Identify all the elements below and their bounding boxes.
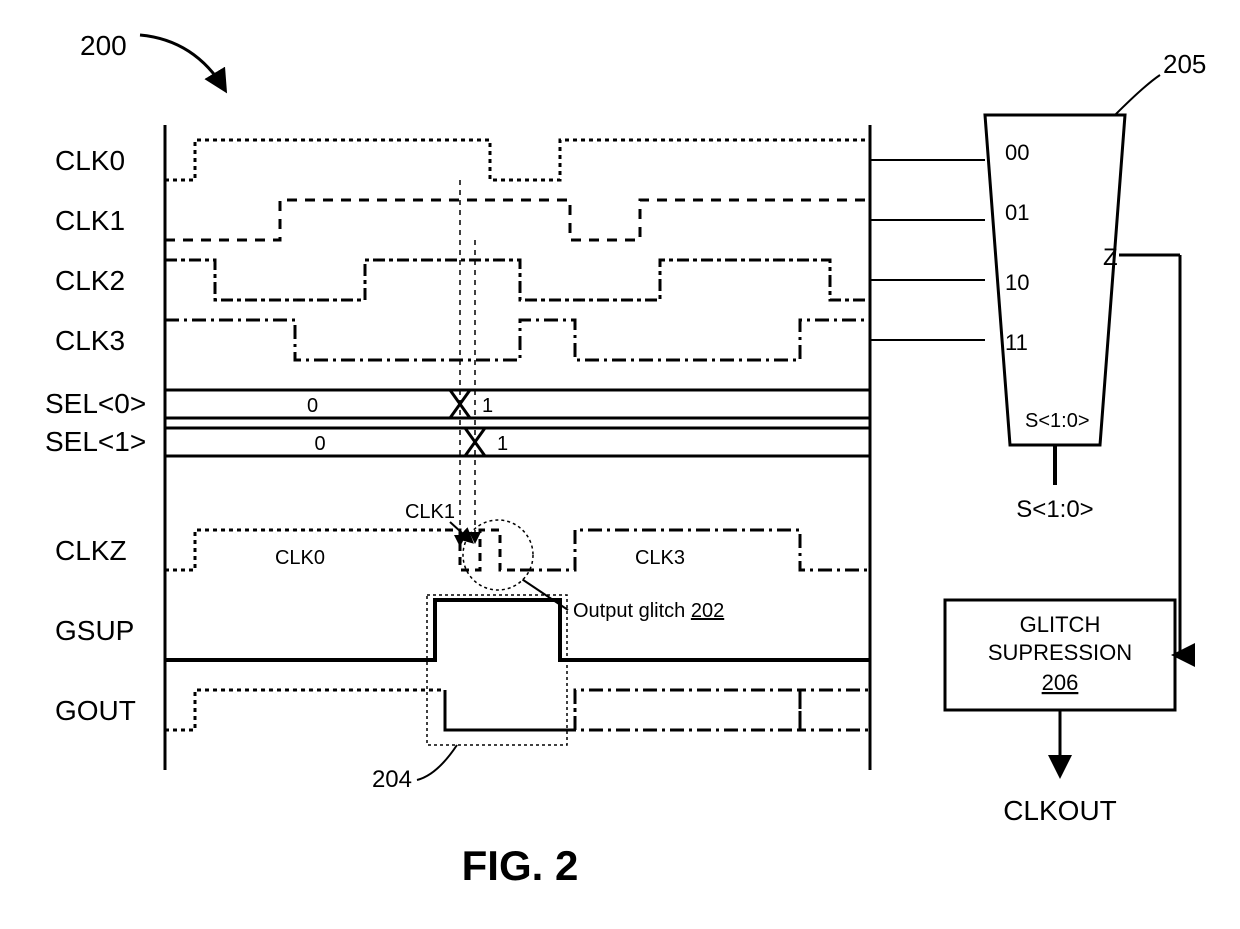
svg-text:205: 205 [1163,49,1206,79]
sel0-label: SEL<0> [45,388,146,419]
timing-diagram: 200CLK0CLK1CLK2CLK3SEL<0>01SEL<1>01CLKZC… [0,0,1240,929]
figure-ref: 200 [80,30,225,90]
svg-text:01: 01 [1005,200,1029,225]
glitch-suppression-block: GLITCH SUPRESSION 206 CLKOUT [945,600,1175,826]
sel1-label: SEL<1> [45,426,146,457]
figure-caption: FIG. 2 [462,842,579,889]
svg-text:GLITCH: GLITCH [1020,612,1101,637]
svg-text:CLKOUT: CLKOUT [1003,795,1117,826]
glitch-callout: Output glitch 202 [463,520,724,622]
clk2-waveform [165,260,870,300]
clk0-label: CLK0 [55,145,125,176]
clk0-waveform [165,140,870,180]
clk1-row: CLK1 [55,200,985,240]
svg-text:11: 11 [1005,330,1028,355]
clk3-waveform [165,320,870,360]
mux-205: 00 01 10 11 Z S<1:0> S<1:0> 205 [985,49,1206,523]
clk0-row: CLK0 [55,140,985,180]
sel1-row: SEL<1> 0 1 [45,426,870,457]
svg-text:S<1:0>: S<1:0> [1016,496,1093,523]
clk1-waveform [165,200,870,240]
gout-row: GOUT [55,690,870,730]
svg-text:00: 00 [1005,140,1029,165]
svg-text:10: 10 [1005,270,1029,295]
svg-text:Z: Z [1103,244,1118,271]
clk1-label: CLK1 [55,205,125,236]
svg-text:GOUT: GOUT [55,695,136,726]
gsup-row: GSUP [55,600,870,660]
clk3-label: CLK3 [55,325,125,356]
svg-text:204: 204 [372,766,412,793]
svg-text:200: 200 [80,30,127,61]
svg-text:CLK1: CLK1 [405,501,455,523]
clkz-row: CLKZ CLK0 CLK1 CLK3 [55,501,870,570]
svg-text:GSUP: GSUP [55,615,134,646]
svg-text:CLKZ: CLKZ [55,535,127,566]
svg-text:0: 0 [314,433,325,455]
svg-text:206: 206 [1042,670,1079,695]
clk2-label: CLK2 [55,265,125,296]
svg-text:CLK0: CLK0 [275,547,325,569]
sel0-row: SEL<0> 0 1 [45,388,870,419]
clk2-row: CLK2 [55,260,985,300]
svg-text:CLK3: CLK3 [635,547,685,569]
clk3-row: CLK3 [55,320,985,360]
z-to-block-wire [1175,255,1180,655]
svg-text:S<1:0>: S<1:0> [1025,410,1090,432]
svg-text:Output glitch 202: Output glitch 202 [573,600,724,622]
svg-text:0: 0 [307,395,318,417]
box-204: 204 [372,595,567,793]
svg-text:1: 1 [497,433,508,455]
svg-text:SUPRESSION: SUPRESSION [988,640,1132,665]
svg-text:1: 1 [482,395,493,417]
